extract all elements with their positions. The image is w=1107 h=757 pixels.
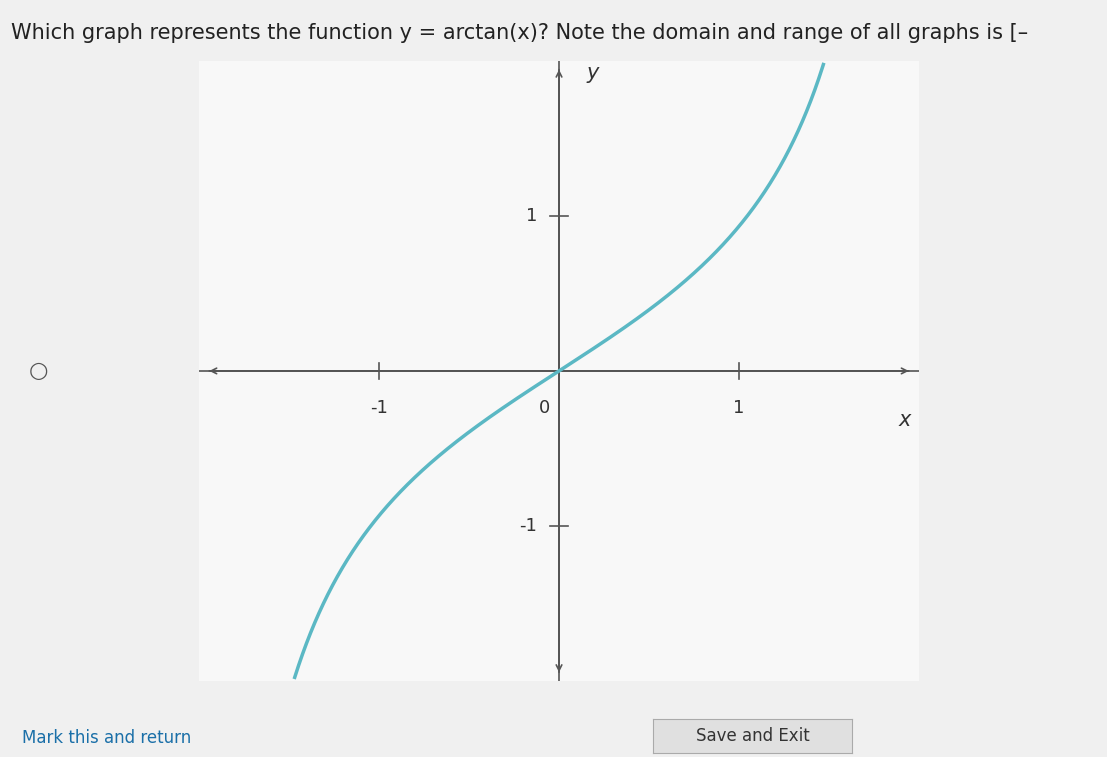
Text: Mark this and return: Mark this and return	[22, 729, 192, 747]
Text: -1: -1	[370, 399, 389, 417]
Text: 1: 1	[733, 399, 745, 417]
Text: ○: ○	[29, 361, 49, 381]
Text: x: x	[898, 410, 911, 430]
Text: Save and Exit: Save and Exit	[696, 727, 809, 745]
Text: 1: 1	[526, 207, 538, 225]
Text: 0: 0	[539, 399, 550, 417]
Text: y: y	[586, 63, 599, 83]
Text: -1: -1	[519, 517, 538, 535]
Text: Which graph represents the function y = arctan(x)? Note the domain and range of : Which graph represents the function y = …	[11, 23, 1028, 42]
